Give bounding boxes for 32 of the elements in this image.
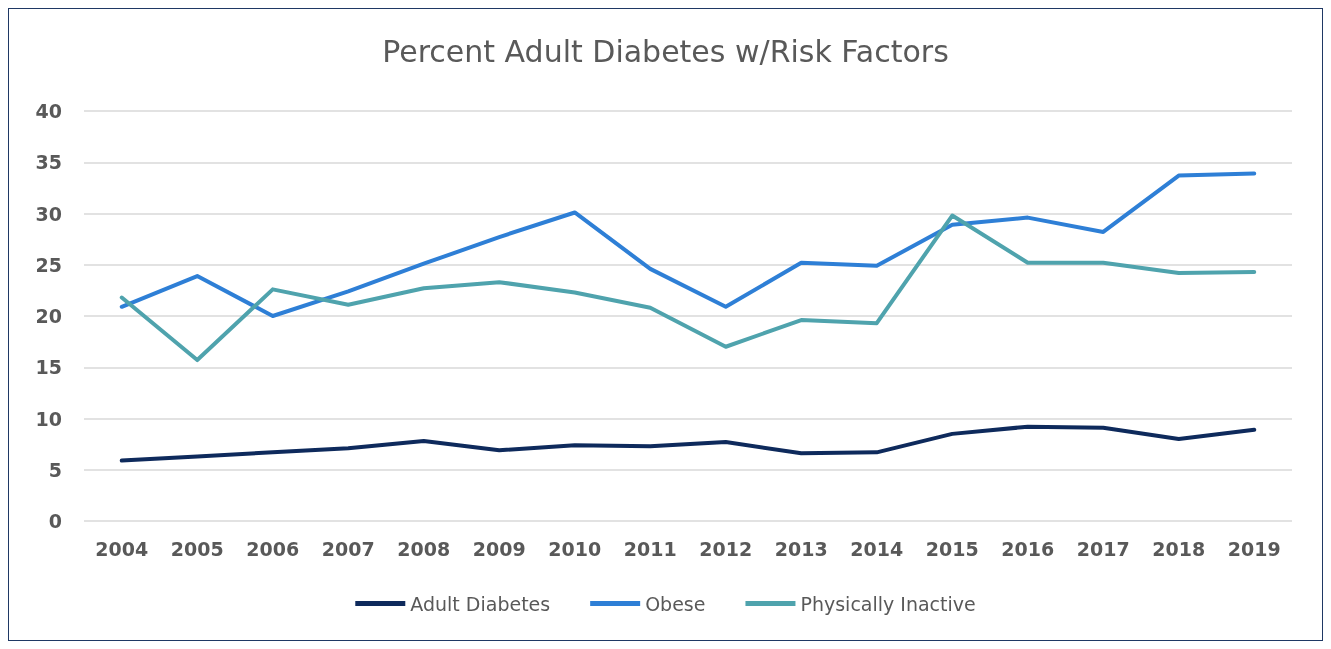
legend-label: Adult Diabetes — [410, 592, 551, 615]
x-tick-label: 2004 — [95, 537, 149, 560]
x-tick-label: 2019 — [1227, 537, 1281, 560]
x-tick-label: 2008 — [397, 537, 451, 560]
x-tick-label: 2011 — [623, 537, 677, 560]
x-tick-label: 2015 — [925, 537, 979, 560]
x-tick-label: 2016 — [1001, 537, 1055, 560]
x-tick-label: 2014 — [850, 537, 904, 560]
y-tick-label: 40 — [35, 100, 62, 122]
chart-title: Percent Adult Diabetes w/Risk Factors — [382, 33, 949, 69]
y-tick-label: 15 — [35, 356, 62, 379]
legend-label: Obese — [645, 592, 706, 615]
y-tick-label: 35 — [35, 151, 62, 174]
legend-label: Physically Inactive — [800, 592, 976, 615]
line-series — [119, 213, 1257, 363]
x-tick-label: 2017 — [1076, 537, 1130, 560]
line-series — [119, 424, 1257, 463]
y-tick-label: 30 — [35, 202, 62, 225]
line-series — [119, 171, 1257, 318]
y-tick-label: 20 — [35, 305, 62, 327]
x-tick-label: 2010 — [548, 537, 602, 560]
y-tick-label: 0 — [48, 510, 62, 532]
y-tick-label: 5 — [48, 458, 62, 481]
x-tick-label: 2007 — [321, 537, 375, 560]
x-tick-label: 2018 — [1152, 537, 1206, 560]
x-tick-label: 2009 — [472, 537, 526, 560]
x-tick-label: 2013 — [774, 537, 828, 560]
y-tick-label: 25 — [35, 253, 62, 276]
x-tick-label: 2012 — [699, 537, 753, 560]
y-tick-label: 10 — [35, 407, 62, 430]
x-tick-label: 2005 — [170, 537, 224, 560]
x-tick-label: 2006 — [246, 537, 300, 560]
